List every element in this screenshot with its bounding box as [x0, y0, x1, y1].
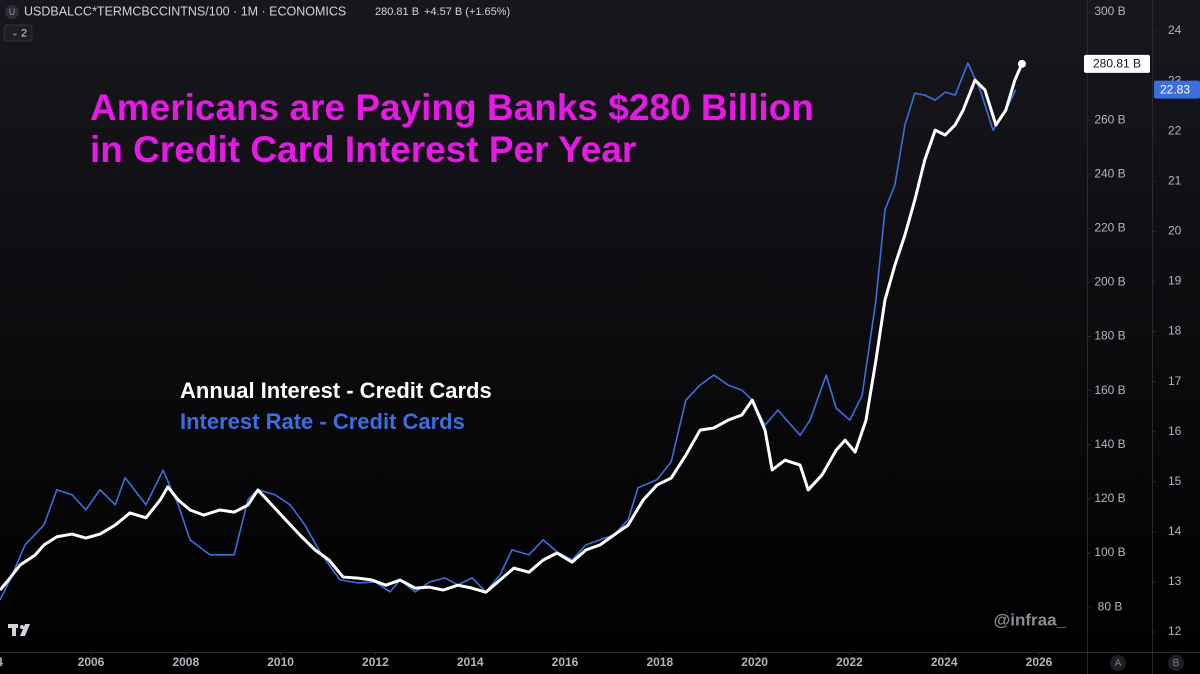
plot: 0420062008201020122014201620182020202220… [0, 4, 1182, 669]
scale-button[interactable] [1110, 655, 1126, 671]
price: 280.81 B [375, 6, 419, 18]
x-tick-label: 2010 [267, 655, 294, 669]
y2-tick-label: 17 [1168, 374, 1182, 388]
title-line: Americans are Paying Banks $280 Billion [90, 87, 814, 128]
price-tag [1154, 80, 1200, 99]
y2-tick-label: 20 [1168, 224, 1182, 238]
title-line: in Credit Card Interest Per Year [90, 129, 636, 170]
legend-entry: Annual Interest - Credit Cards [180, 378, 492, 403]
y-tick-label: 300 B [1094, 4, 1125, 18]
legend-entry: Interest Rate - Credit Cards [180, 409, 465, 434]
y-tick-label: 260 B [1094, 112, 1125, 126]
y-tick-label: 140 B [1094, 437, 1125, 451]
y2-tick-label: 15 [1168, 474, 1182, 488]
price-tag-label: 280.81 B [1093, 56, 1141, 70]
logo-part [20, 625, 24, 629]
last-point [1017, 59, 1026, 68]
y2-tick-label: 13 [1168, 574, 1182, 588]
price-tag [1084, 54, 1150, 73]
change: +4.57 B (+1.65%) [424, 6, 510, 18]
badge-box[interactable] [3, 24, 33, 42]
y2-tick-label: 24 [1168, 23, 1182, 37]
x-tick-label: 04 [0, 655, 3, 669]
price-tags: 22.83 280.81 B [1084, 54, 1200, 99]
x-tick-label: 2026 [1026, 655, 1053, 669]
y-tick-label: 220 B [1094, 221, 1125, 235]
badge-chevron: ⌄ [11, 27, 19, 37]
y-tick-label: 200 B [1094, 275, 1125, 289]
x-tick-label: 2018 [646, 655, 673, 669]
series-line [0, 63, 1024, 594]
y-tick-label: 80 B [1098, 599, 1123, 613]
y2-tick-label: 12 [1168, 624, 1182, 638]
y-tick-label: 180 B [1094, 329, 1125, 343]
y-tick-label: 240 B [1094, 166, 1125, 180]
symbol: USDBALCC*TERMCBCCINTNS/100 · 1M · ECONOM… [24, 4, 346, 18]
badge: 2 [21, 27, 27, 39]
watermark: @infraa_ [994, 610, 1067, 629]
y-tick-label: 160 B [1094, 383, 1125, 397]
y2-tick-label: 18 [1168, 324, 1182, 338]
x-tick-label: 2006 [78, 655, 105, 669]
x-tick-label: 2016 [552, 655, 579, 669]
x-tick-label: 2022 [836, 655, 863, 669]
x-tick-label: 2020 [741, 655, 768, 669]
symbol-icon-label: U [9, 7, 16, 17]
scale-button-label: B [1173, 658, 1180, 669]
header: U USDBALCC*TERMCBCCINTNS/100 · 1M · ECON… [3, 4, 510, 42]
logo-part [12, 624, 16, 636]
x-tick-label: 2014 [457, 655, 484, 669]
symbol-icon [5, 5, 19, 19]
logo-part [20, 624, 30, 636]
y2-tick-label: 14 [1168, 524, 1182, 538]
x-tick-label: 2024 [931, 655, 958, 669]
x-tick-label: 2012 [362, 655, 389, 669]
y2-tick-label: 22 [1168, 123, 1182, 137]
scale-buttons: A B [1110, 655, 1184, 671]
y-tick-label: 120 B [1094, 491, 1125, 505]
y2-tick-label: 21 [1168, 173, 1182, 187]
scale-button[interactable] [1168, 655, 1184, 671]
tv-logo [8, 624, 30, 636]
y-tick-label: 100 B [1094, 545, 1125, 559]
scale-button-label: A [1115, 658, 1122, 669]
x-tick-label: 2008 [172, 655, 199, 669]
series-line [0, 62, 1017, 601]
y2-tick-label: 19 [1168, 274, 1182, 288]
y2-tick-label: 16 [1168, 424, 1182, 438]
price-tag-label: 22.83 [1160, 82, 1190, 96]
